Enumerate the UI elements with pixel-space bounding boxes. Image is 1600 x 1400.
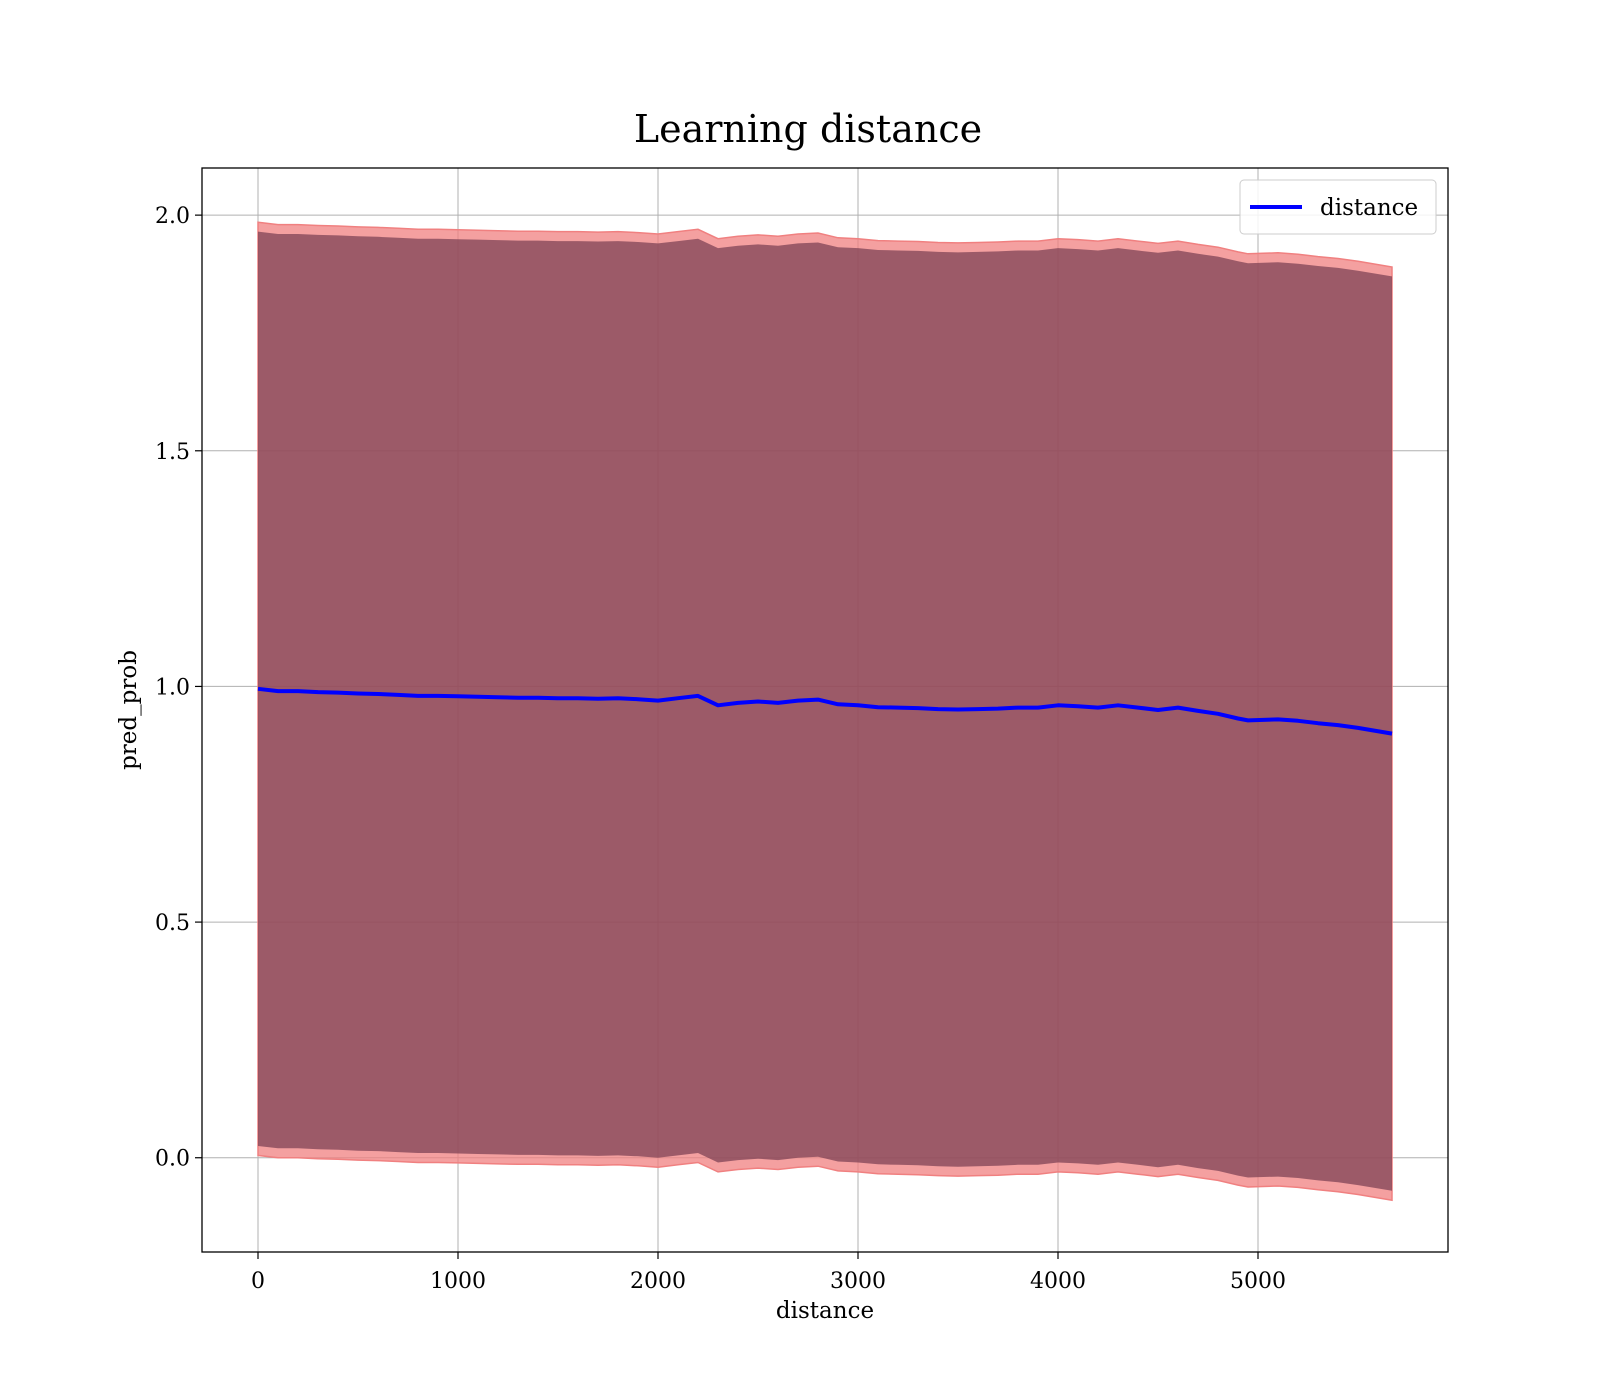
y-tick-label: 0.0 [155, 1147, 190, 1172]
y-axis-ticks: 0.0 0.5 1.0 1.5 2.0 [155, 204, 202, 1172]
x-axis-ticks: 0 1000 2000 3000 4000 5000 [251, 1252, 1286, 1294]
x-tick-label: 3000 [830, 1269, 886, 1294]
y-tick-label: 1.0 [155, 675, 190, 700]
x-tick-label: 2000 [630, 1269, 686, 1294]
x-axis-label: distance [776, 1298, 874, 1324]
y-tick-label: 0.5 [155, 911, 190, 936]
y-tick-label: 2.0 [155, 204, 190, 229]
legend-box [1239, 179, 1437, 235]
plot-area: 0 1000 2000 3000 4000 5000 0.0 0.5 1.0 1.5 2.0 [155, 167, 1449, 1294]
y-axis-label: pred_prob [116, 650, 142, 770]
legend: distance [1239, 179, 1437, 235]
x-tick-label: 0 [251, 1269, 265, 1294]
legend-label-distance: distance [1320, 195, 1418, 221]
chart-title: Learning distance [634, 107, 982, 151]
series-line-distance [257, 686, 1393, 736]
plot-frame [201, 167, 1449, 1253]
y-tick-label: 1.5 [155, 440, 190, 465]
x-tick-label: 5000 [1230, 1269, 1286, 1294]
line-layer [257, 686, 1393, 736]
x-tick-label: 4000 [1030, 1269, 1086, 1294]
confidence-band-inner [258, 231, 1392, 1191]
band-layer [257, 221, 1393, 1202]
x-tick-label: 1000 [430, 1269, 486, 1294]
